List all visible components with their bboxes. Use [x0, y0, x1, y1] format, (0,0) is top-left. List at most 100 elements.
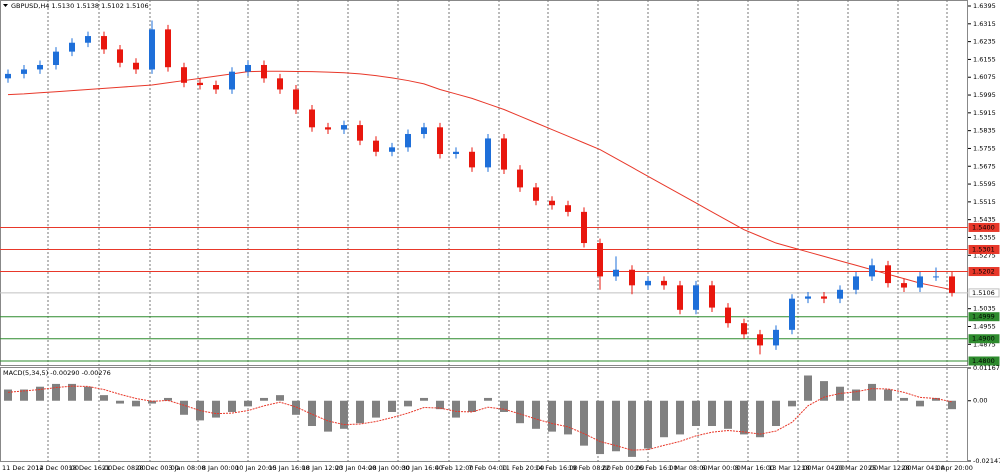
x-tick-label: 7 Feb 04:00 [468, 464, 507, 472]
macd-bar [852, 389, 860, 401]
macd-bar [516, 400, 524, 424]
macd-title: MACD(5,34,5) -0.00290 -0.00276 [3, 369, 111, 377]
candle-body [613, 269, 619, 277]
level-label-box [968, 267, 1000, 277]
macd-y-tick-label: -0.02147 [973, 457, 1000, 465]
candle-body [85, 36, 91, 43]
x-tick-label: 1 Mar 08:00 [668, 464, 707, 472]
macd-bar [324, 400, 332, 432]
y-tick-label: 1.5275 [973, 251, 996, 259]
candle-body [21, 69, 27, 74]
candle-body [661, 280, 667, 286]
macd-bar [388, 400, 396, 412]
macd-bar [660, 400, 668, 438]
y-tick-label: 1.5355 [973, 233, 996, 241]
macd-bar [36, 386, 44, 401]
level-label: 1.5106 [972, 289, 995, 297]
y-tick-label: 1.6075 [973, 73, 996, 81]
macd-bar [612, 400, 620, 452]
level-label-box [968, 244, 1000, 254]
x-tick-label: 28 Dec 00:00 [135, 464, 179, 472]
y-tick-label: 1.6395 [973, 2, 996, 10]
macd-bar [84, 386, 92, 401]
x-tick-label: 18 Mar 04:00 [801, 464, 844, 472]
moving-average [7, 70, 953, 291]
candle-body [101, 36, 107, 50]
macd-y-tick-label: 0.01167 [973, 364, 1000, 372]
macd-bar [692, 400, 700, 427]
x-tick-label: 18 Dec 16:00 [69, 464, 113, 472]
macd-panel [0, 367, 968, 462]
macd-bar [708, 400, 716, 427]
candle-body [53, 51, 59, 65]
candle-body [421, 127, 427, 134]
price-panel [0, 0, 968, 366]
candle-body [37, 64, 43, 70]
candle-body [597, 243, 603, 277]
x-tick-label: 11 Dec 2012 [2, 464, 44, 472]
x-tick-label: 28 Jan 00:00 [368, 464, 409, 472]
candle-body [565, 205, 571, 212]
macd-bar [532, 400, 540, 429]
candle-body [789, 298, 795, 330]
x-tick-label: 18 Jan 12:00 [302, 464, 343, 472]
candle-body [533, 187, 539, 201]
candle-body [709, 285, 715, 308]
y-tick-label: 1.6315 [973, 20, 996, 28]
candle-body [69, 42, 75, 52]
macd-bar [100, 395, 108, 401]
macd-bar [276, 395, 284, 401]
y-tick-label: 1.6235 [973, 38, 996, 46]
x-tick-label: 13 Mar 12:00 [768, 464, 811, 472]
level-label: 1.4999 [972, 313, 995, 321]
y-tick-label: 1.4955 [973, 322, 996, 330]
y-tick-label: 1.5435 [973, 216, 996, 224]
level-label-box [968, 288, 1000, 298]
candle-body [389, 147, 395, 152]
x-tick-label: 28 Mar 04:00 [901, 464, 944, 472]
y-tick-label: 1.5515 [973, 198, 996, 206]
macd-bar [436, 400, 444, 410]
level-label-box [968, 334, 1000, 344]
candle-body [229, 71, 235, 90]
candle-body [725, 307, 731, 324]
candle-body [581, 211, 587, 244]
candle-body [405, 133, 411, 148]
candle-body [117, 49, 123, 63]
macd-bar [500, 400, 508, 412]
macd-bar [772, 400, 780, 427]
macd-bar [116, 400, 124, 404]
macd-bar [932, 397, 940, 401]
level-label: 1.5400 [972, 223, 995, 231]
x-tick-label: 20 Mar 20:00 [835, 464, 878, 472]
candle-body [677, 285, 683, 310]
candle-body [149, 29, 155, 70]
macd-bar [724, 400, 732, 429]
macd-bar [564, 400, 572, 435]
x-tick-label: 30 Jan 16:00 [402, 464, 443, 472]
macd-bar [900, 397, 908, 401]
x-tick-label: 11 Feb 20:00 [502, 464, 545, 472]
macd-bar [596, 400, 604, 455]
x-tick-label: 6 Mar 00:00 [702, 464, 741, 472]
x-tick-label: 4 Feb 12:00 [435, 464, 474, 472]
y-tick-label: 1.5995 [973, 91, 996, 99]
candle-body [261, 64, 267, 79]
macd-bar [340, 400, 348, 429]
candle-body [821, 296, 827, 299]
candle-body [693, 285, 699, 310]
macd-bar [148, 400, 156, 404]
macd-bar [788, 400, 796, 407]
candle-body [501, 138, 507, 170]
candle-body [245, 64, 251, 72]
x-tick-label: 19 Feb 08:00 [568, 464, 611, 472]
y-tick-label: 1.5915 [973, 109, 996, 117]
x-tick-label: 8 Jan 00:00 [202, 464, 239, 472]
x-tick-label: 22 Feb 00:00 [602, 464, 645, 472]
x-tick-label: 1 Apr 20:00 [935, 464, 973, 472]
x-tick-label: 15 Jan 16:00 [268, 464, 309, 472]
candle-body [197, 82, 203, 86]
y-tick-label: 1.4875 [973, 340, 996, 348]
macd-bar [676, 400, 684, 435]
